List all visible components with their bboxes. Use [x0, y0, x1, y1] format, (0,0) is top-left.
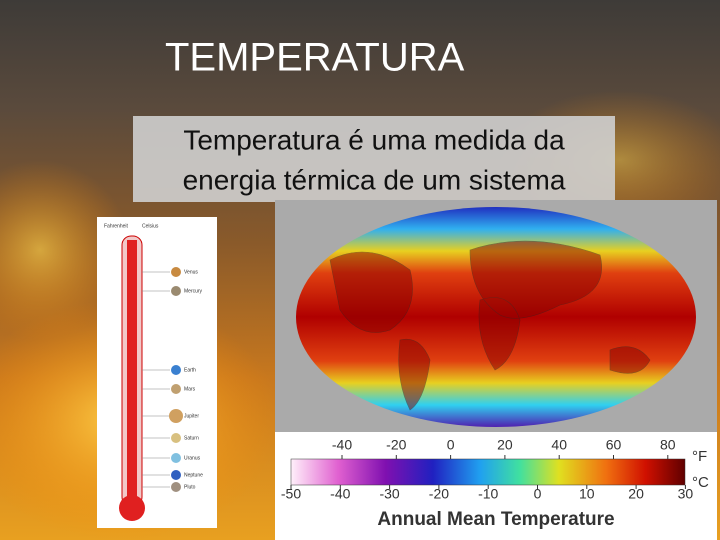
planet-label: Pluto: [184, 484, 196, 490]
thermometer-panel: [97, 217, 217, 528]
fahrenheit-tick: -40: [332, 437, 352, 453]
planet: [171, 482, 181, 492]
planet-label: Earth: [184, 367, 196, 373]
planet: [171, 365, 181, 375]
colorbar-title: Annual Mean Temperature: [377, 509, 614, 530]
celsius-tick: -40: [330, 486, 350, 502]
planet-label: Neptune: [184, 472, 203, 478]
fahrenheit-tick: -20: [386, 437, 406, 453]
thermometer: Fahrenheit Celsius Venus Mercury Earth Mars…: [97, 217, 217, 528]
planet: [169, 409, 183, 423]
bulb: [119, 495, 145, 521]
unit-label: °C: [692, 474, 709, 491]
celsius-tick: 0: [534, 486, 542, 502]
title: TEMPERATURA: [165, 36, 465, 80]
planet: [171, 453, 181, 463]
celsius-tick: -10: [478, 486, 498, 502]
celsius-tick: 20: [628, 486, 644, 502]
celsius-tick: -20: [429, 486, 449, 502]
planet: [171, 433, 181, 443]
continents: [329, 240, 651, 411]
subtitle-line: energia térmica de um sistema: [183, 164, 566, 195]
legend-panel: [275, 432, 717, 540]
celsius-tick: -50: [281, 486, 301, 502]
fahrenheit-tick: 40: [551, 437, 567, 453]
planet-label: Jupiter: [184, 413, 199, 419]
planet-label: Mars: [184, 386, 196, 392]
planet: [171, 384, 181, 394]
map-figure: °F °C Annual Mean Temperature: [275, 200, 717, 540]
celsius-tick: -30: [379, 486, 399, 502]
planet: [171, 267, 181, 277]
mercury: [127, 240, 137, 510]
planet: [171, 470, 181, 480]
celsius-tick: 30: [678, 486, 694, 502]
thermometer-header: Fahrenheit: [104, 223, 129, 229]
planet-label: Uranus: [184, 455, 201, 461]
planet-label: Venus: [184, 269, 198, 275]
fahrenheit-tick: 60: [606, 437, 622, 453]
fahrenheit-tick: 20: [497, 437, 513, 453]
planet-label: Mercury: [184, 288, 203, 294]
fahrenheit-tick: 0: [447, 437, 455, 453]
thermometer-header: Celsius: [142, 223, 159, 229]
subtitle-box: [133, 116, 615, 202]
planet-label: Saturn: [184, 435, 199, 441]
celsius-tick: 10: [579, 486, 595, 502]
unit-label: °F: [692, 448, 707, 465]
colorbar: [290, 458, 686, 486]
fahrenheit-tick: 80: [660, 437, 676, 453]
subtitle-line: Temperatura é uma medida da: [183, 124, 565, 155]
planet: [171, 286, 181, 296]
